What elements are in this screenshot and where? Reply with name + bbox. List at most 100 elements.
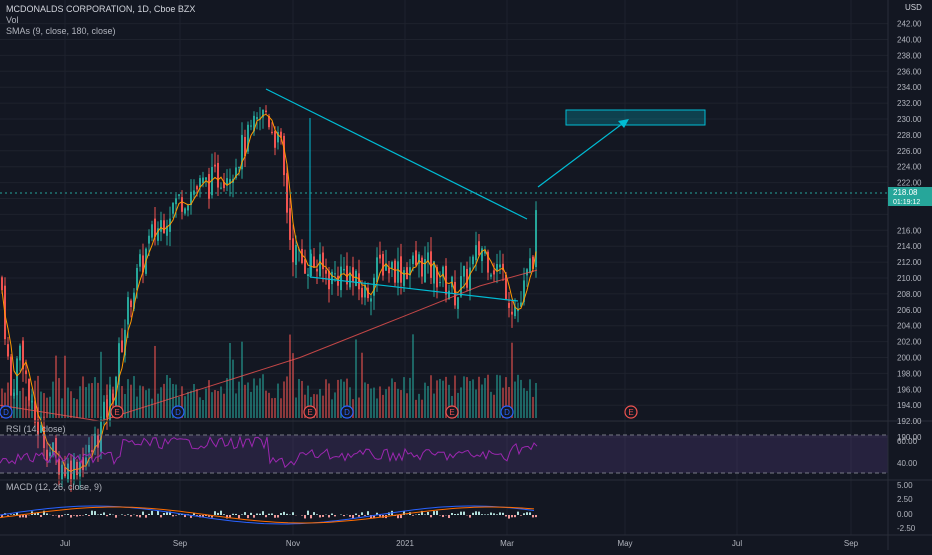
volume-bar xyxy=(517,375,519,418)
volume-bar xyxy=(160,387,162,418)
macd-histogram-bar xyxy=(88,515,90,516)
volume-bar xyxy=(418,394,420,418)
volume-bar xyxy=(244,385,246,418)
macd-histogram-bar xyxy=(412,515,414,516)
macd-histogram-bar xyxy=(253,515,255,518)
macd-histogram-bar xyxy=(151,511,153,515)
macd-histogram-bar xyxy=(490,513,492,515)
macd-histogram-bar xyxy=(316,514,318,515)
candle-body xyxy=(427,252,429,260)
macd-histogram-bar xyxy=(13,514,15,515)
volume-bar xyxy=(88,383,90,418)
event-marker-label: E xyxy=(307,408,312,417)
macd-histogram-bar xyxy=(520,515,522,516)
macd-histogram-bar xyxy=(502,513,504,515)
volume-bar xyxy=(232,360,234,418)
volume-bar xyxy=(406,393,408,418)
candle-body xyxy=(352,267,354,282)
candle-body xyxy=(199,178,201,187)
volume-bar xyxy=(265,391,267,418)
macd-histogram-bar xyxy=(301,515,303,516)
price-tick: 204.00 xyxy=(897,322,922,331)
volume-bar xyxy=(124,394,126,418)
macd-histogram-bar xyxy=(313,512,315,515)
rsi-legend: RSI (14, close) xyxy=(6,424,66,434)
target-box xyxy=(566,110,705,125)
macd-histogram-bar xyxy=(397,515,399,518)
volume-bar xyxy=(367,384,369,418)
candle-body xyxy=(292,238,294,262)
volume-bar xyxy=(58,378,60,418)
macd-histogram-bar xyxy=(469,515,471,518)
candle-body xyxy=(175,198,177,204)
volume-bar xyxy=(283,381,285,418)
macd-histogram-bar xyxy=(241,514,243,515)
macd-histogram-bar xyxy=(142,512,144,515)
volume-bar xyxy=(334,392,336,418)
macd-histogram-bar xyxy=(64,514,66,515)
price-tick: 226.00 xyxy=(897,147,922,156)
volume-bar xyxy=(463,376,465,418)
volume-bar xyxy=(133,376,135,418)
candle-body xyxy=(481,248,483,261)
candle-body xyxy=(154,219,156,237)
macd-histogram-bar xyxy=(217,513,219,515)
volume-bar xyxy=(466,377,468,418)
volume-bar xyxy=(100,352,102,418)
macd-histogram-bar xyxy=(256,514,258,515)
volume-bar xyxy=(361,353,363,418)
candle-body xyxy=(529,258,531,273)
volume-bar xyxy=(388,387,390,418)
macd-histogram-bar xyxy=(322,515,324,517)
volume-bar xyxy=(484,378,486,418)
volume-bar xyxy=(136,397,138,418)
volume-bar xyxy=(424,383,426,418)
rsi-pane[interactable] xyxy=(0,435,888,473)
macd-histogram-bar xyxy=(319,515,321,517)
candle-body xyxy=(121,340,123,352)
volume-bar xyxy=(286,376,288,418)
volume-bar xyxy=(94,377,96,418)
macd-histogram-bar xyxy=(472,513,474,515)
price-tick: 206.00 xyxy=(897,306,922,315)
macd-histogram-bar xyxy=(496,514,498,515)
volume-bar xyxy=(49,397,51,418)
macd-histogram-bar xyxy=(457,514,459,515)
candle-body xyxy=(208,174,210,199)
candle-body xyxy=(379,255,381,259)
vol-legend: Vol xyxy=(6,15,19,25)
volume-bar xyxy=(166,375,168,418)
macd-histogram-bar xyxy=(454,514,456,515)
price-tick: 198.00 xyxy=(897,369,922,378)
candle-body xyxy=(457,297,459,309)
volume-bar xyxy=(193,384,195,418)
candle-body xyxy=(187,205,189,210)
macd-histogram-bar xyxy=(478,512,480,515)
price-tick: 192.00 xyxy=(897,417,922,426)
candle-body xyxy=(382,254,384,276)
macd-histogram-bar xyxy=(529,512,531,515)
volume-bar xyxy=(226,378,228,418)
candle-body xyxy=(355,271,357,286)
candle-body xyxy=(421,258,423,277)
event-marker-label: D xyxy=(175,408,181,417)
candle-body xyxy=(412,256,414,264)
macd-histogram-bar xyxy=(274,515,276,518)
volume-bar xyxy=(511,343,513,418)
volume-bar xyxy=(19,391,21,418)
macd-histogram-bar xyxy=(463,512,465,515)
volume-bar xyxy=(238,382,240,418)
volume-bar xyxy=(139,386,141,418)
volume-bar xyxy=(157,394,159,418)
candle-body xyxy=(334,273,336,274)
macd-histogram-bar xyxy=(286,514,288,515)
candle-body xyxy=(319,254,321,276)
volume-bar xyxy=(148,389,150,418)
event-marker-label: D xyxy=(344,408,350,417)
macd-histogram-bar xyxy=(277,515,279,518)
volume-bar xyxy=(316,394,318,418)
event-marker-label: D xyxy=(3,408,9,417)
macd-histogram-bar xyxy=(172,515,174,516)
price-tick: 202.00 xyxy=(897,338,922,347)
